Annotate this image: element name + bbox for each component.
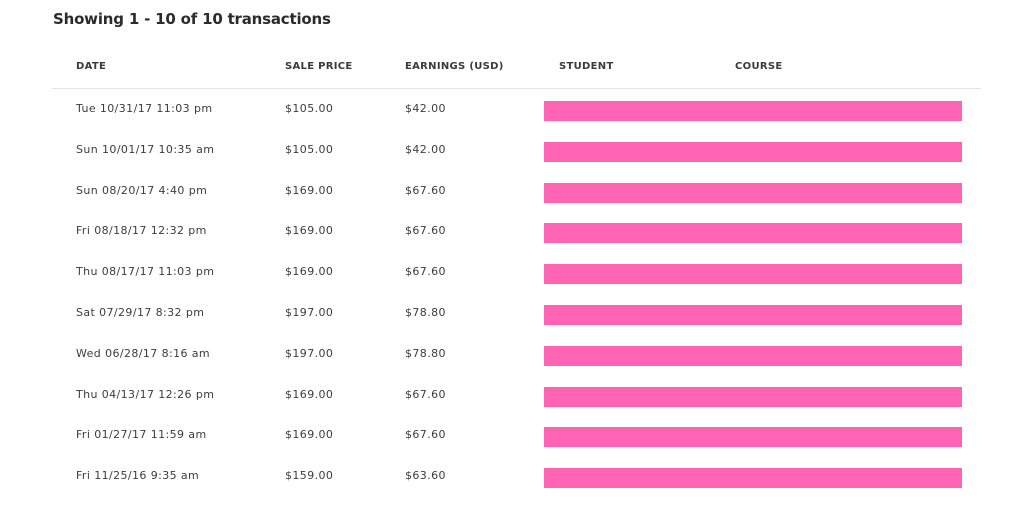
date-cell: Wed 06/28/17 8:16 am	[76, 346, 211, 360]
redacted-student-course	[544, 304, 962, 325]
date-cell: Fri 01/27/17 11:59 am	[76, 428, 207, 442]
redacted-student-course	[544, 345, 962, 366]
earnings-cell: $67.60	[405, 387, 446, 401]
table-row: Tue 10/31/17 11:03 pm $105.00 $42.00	[52, 89, 981, 130]
transactions-summary: Showing 1 - 10 of 10 transactions	[53, 10, 331, 28]
sale-price-cell: $169.00	[285, 265, 334, 279]
redacted-student-course	[544, 468, 962, 489]
redacted-student-course	[544, 264, 962, 285]
date-cell: Sat 07/29/17 8:32 pm	[76, 305, 205, 319]
column-header-student[interactable]: STUDENT	[559, 61, 614, 72]
redacted-student-course	[544, 101, 962, 121]
sale-price-cell: $197.00	[285, 346, 334, 360]
earnings-cell: $67.60	[405, 428, 446, 442]
sale-price-cell: $169.00	[285, 183, 334, 197]
table-body: Tue 10/31/17 11:03 pm $105.00 $42.00 Sun 10…	[52, 89, 981, 497]
date-cell: Sun 08/20/17 4:40 pm	[76, 183, 208, 197]
date-cell: Tue 10/31/17 11:03 pm	[76, 102, 213, 115]
earnings-cell: $78.80	[405, 346, 446, 360]
transactions-table: DATE SALE PRICE EARNINGS (USD) STUDENT C…	[52, 48, 981, 497]
sale-price-cell: $169.00	[285, 428, 334, 442]
sale-price-cell: $169.00	[285, 224, 334, 238]
date-cell: Thu 08/17/17 11:03 pm	[76, 265, 215, 279]
earnings-cell: $42.00	[405, 142, 446, 156]
sale-price-cell: $169.00	[285, 387, 334, 401]
table-row: Fri 11/25/16 9:35 am $159.00 $63.60	[52, 456, 981, 497]
redacted-student-course	[544, 427, 962, 448]
column-header-course[interactable]: COURSE	[735, 61, 783, 72]
date-cell: Thu 04/13/17 12:26 pm	[76, 387, 215, 401]
sale-price-cell: $105.00	[285, 142, 334, 156]
table-row: Fri 01/27/17 11:59 am $169.00 $67.60	[52, 415, 981, 456]
date-cell: Sun 10/01/17 10:35 am	[76, 142, 215, 156]
sale-price-cell: $105.00	[285, 102, 334, 115]
table-row: Wed 06/28/17 8:16 am $197.00 $78.80	[52, 334, 981, 375]
sale-price-cell: $159.00	[285, 469, 334, 483]
column-header-sale-price[interactable]: SALE PRICE	[285, 61, 353, 72]
column-header-earnings[interactable]: EARNINGS (USD)	[405, 61, 504, 72]
table-row: Sun 08/20/17 4:40 pm $169.00 $67.60	[52, 171, 981, 212]
redacted-student-course	[544, 141, 962, 162]
sale-price-cell: $197.00	[285, 305, 334, 319]
redacted-student-course	[544, 223, 962, 244]
earnings-cell: $63.60	[405, 469, 446, 483]
table-row: Sun 10/01/17 10:35 am $105.00 $42.00	[52, 130, 981, 171]
redacted-student-course	[544, 182, 962, 203]
redacted-student-course	[544, 386, 962, 407]
earnings-cell: $78.80	[405, 305, 446, 319]
earnings-cell: $67.60	[405, 183, 446, 197]
table-row: Thu 08/17/17 11:03 pm $169.00 $67.60	[52, 252, 981, 293]
table-header: DATE SALE PRICE EARNINGS (USD) STUDENT C…	[52, 48, 981, 89]
earnings-cell: $42.00	[405, 102, 446, 115]
earnings-cell: $67.60	[405, 224, 446, 238]
earnings-cell: $67.60	[405, 265, 446, 279]
table-row: Fri 08/18/17 12:32 pm $169.00 $67.60	[52, 211, 981, 252]
table-row: Thu 04/13/17 12:26 pm $169.00 $67.60	[52, 375, 981, 416]
table-row: Sat 07/29/17 8:32 pm $197.00 $78.80	[52, 293, 981, 334]
column-header-date[interactable]: DATE	[76, 61, 107, 72]
date-cell: Fri 11/25/16 9:35 am	[76, 469, 200, 483]
date-cell: Fri 08/18/17 12:32 pm	[76, 224, 207, 238]
